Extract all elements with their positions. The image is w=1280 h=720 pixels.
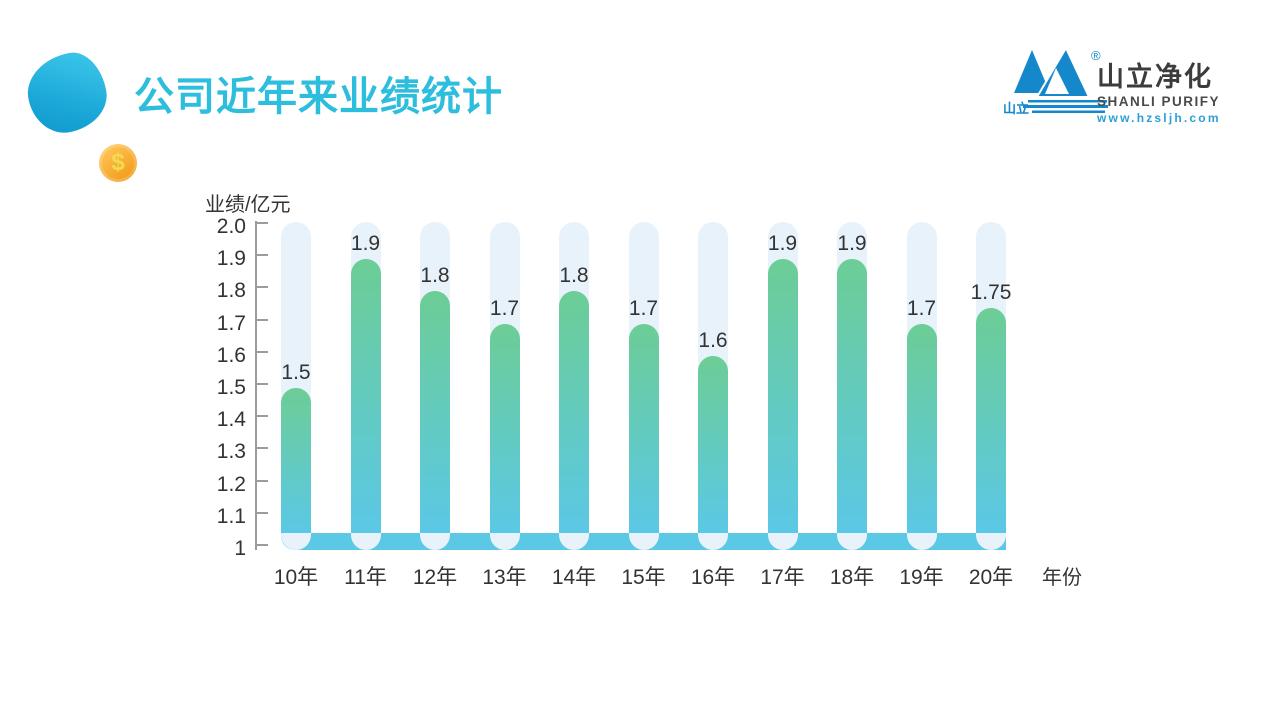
x-tick-label: 16年	[690, 566, 736, 589]
y-tick-mark	[256, 479, 268, 482]
y-tick-label: 1.3	[216, 440, 246, 464]
dollar-symbol: $	[111, 149, 125, 176]
y-tick-label: 1.7	[216, 311, 246, 335]
shanli-logo-icon: 山立 ®	[1003, 46, 1108, 116]
x-tick-label: 14年	[551, 566, 597, 589]
logo-brand-zh: 山立净化	[1097, 62, 1213, 92]
y-tick-label: 1.1	[216, 504, 246, 528]
y-tick-label: 1	[234, 537, 246, 560]
dollar-coin-icon: $	[99, 144, 137, 182]
y-tick-mark	[256, 350, 268, 353]
y-tick-label: 2.0	[216, 215, 246, 238]
bar	[489, 323, 520, 533]
bar	[628, 323, 659, 533]
logo-text-block: 山立净化 SHANLI PURIFY www.hzsljh.com	[1097, 64, 1221, 124]
bar	[976, 307, 1006, 533]
y-tick-label: 1.2	[216, 472, 246, 496]
y-tick-label: 1.9	[216, 247, 246, 271]
registered-mark: ®	[1091, 48, 1101, 63]
bar-value-label: 1.9	[350, 232, 381, 256]
x-tick-label: 11年	[344, 566, 387, 589]
bar-value-label: 1.7	[489, 296, 520, 320]
logo-zh-small-text: 山立	[1003, 101, 1029, 116]
y-tick-mark	[256, 447, 268, 450]
bar-value-label: 1.8	[559, 264, 589, 288]
bar-value-label: 1.75	[970, 280, 1012, 304]
y-tick-mark	[256, 254, 268, 257]
y-tick-label: 1.5	[216, 376, 246, 399]
bar-value-label: 1.9	[767, 232, 798, 256]
logo-left-mountain	[1014, 50, 1050, 93]
bar	[559, 291, 589, 533]
y-tick-mark	[256, 511, 268, 514]
x-tick-label: 18年	[829, 566, 875, 589]
y-tick-label: 1.6	[216, 343, 246, 367]
logo-brand-en: SHANLI PURIFY	[1097, 94, 1221, 109]
y-axis-title: 业绩/亿元	[205, 194, 291, 216]
y-axis-line	[255, 221, 257, 550]
bar	[767, 259, 798, 533]
y-tick-mark	[256, 286, 268, 289]
bar-value-label: 1.9	[837, 232, 867, 256]
x-tick-label: 20年	[968, 566, 1014, 589]
y-tick-mark	[256, 383, 268, 385]
x-axis-title: 年份	[1042, 567, 1082, 589]
y-tick-mark	[256, 544, 268, 546]
bar-value-label: 1.5	[281, 361, 311, 384]
x-tick-label: 13年	[482, 566, 527, 589]
bar-value-label: 1.7	[628, 296, 659, 320]
bar	[698, 355, 728, 533]
y-tick-mark	[256, 222, 268, 224]
y-tick-label: 1.4	[216, 408, 246, 432]
x-tick-label: 19年	[899, 566, 944, 589]
logo-inner-triangle	[1045, 68, 1069, 94]
bar	[281, 388, 311, 533]
x-tick-label: 10年	[273, 566, 319, 589]
x-tick-label: 15年	[621, 566, 666, 589]
bar	[837, 259, 867, 533]
bar-value-label: 1.7	[906, 296, 937, 320]
bar	[350, 259, 381, 533]
bar-value-label: 1.6	[698, 328, 728, 352]
page-title: 公司近年来业绩统计	[134, 75, 503, 119]
bar	[906, 323, 937, 533]
logo-website: www.hzsljh.com	[1097, 110, 1221, 125]
y-tick-mark	[256, 415, 268, 418]
bar	[420, 291, 450, 533]
bar-value-label: 1.8	[420, 264, 450, 288]
y-tick-mark	[256, 318, 268, 321]
x-tick-label: 17年	[760, 566, 805, 589]
y-tick-label: 1.8	[216, 279, 246, 303]
x-tick-label: 12年	[412, 566, 458, 589]
